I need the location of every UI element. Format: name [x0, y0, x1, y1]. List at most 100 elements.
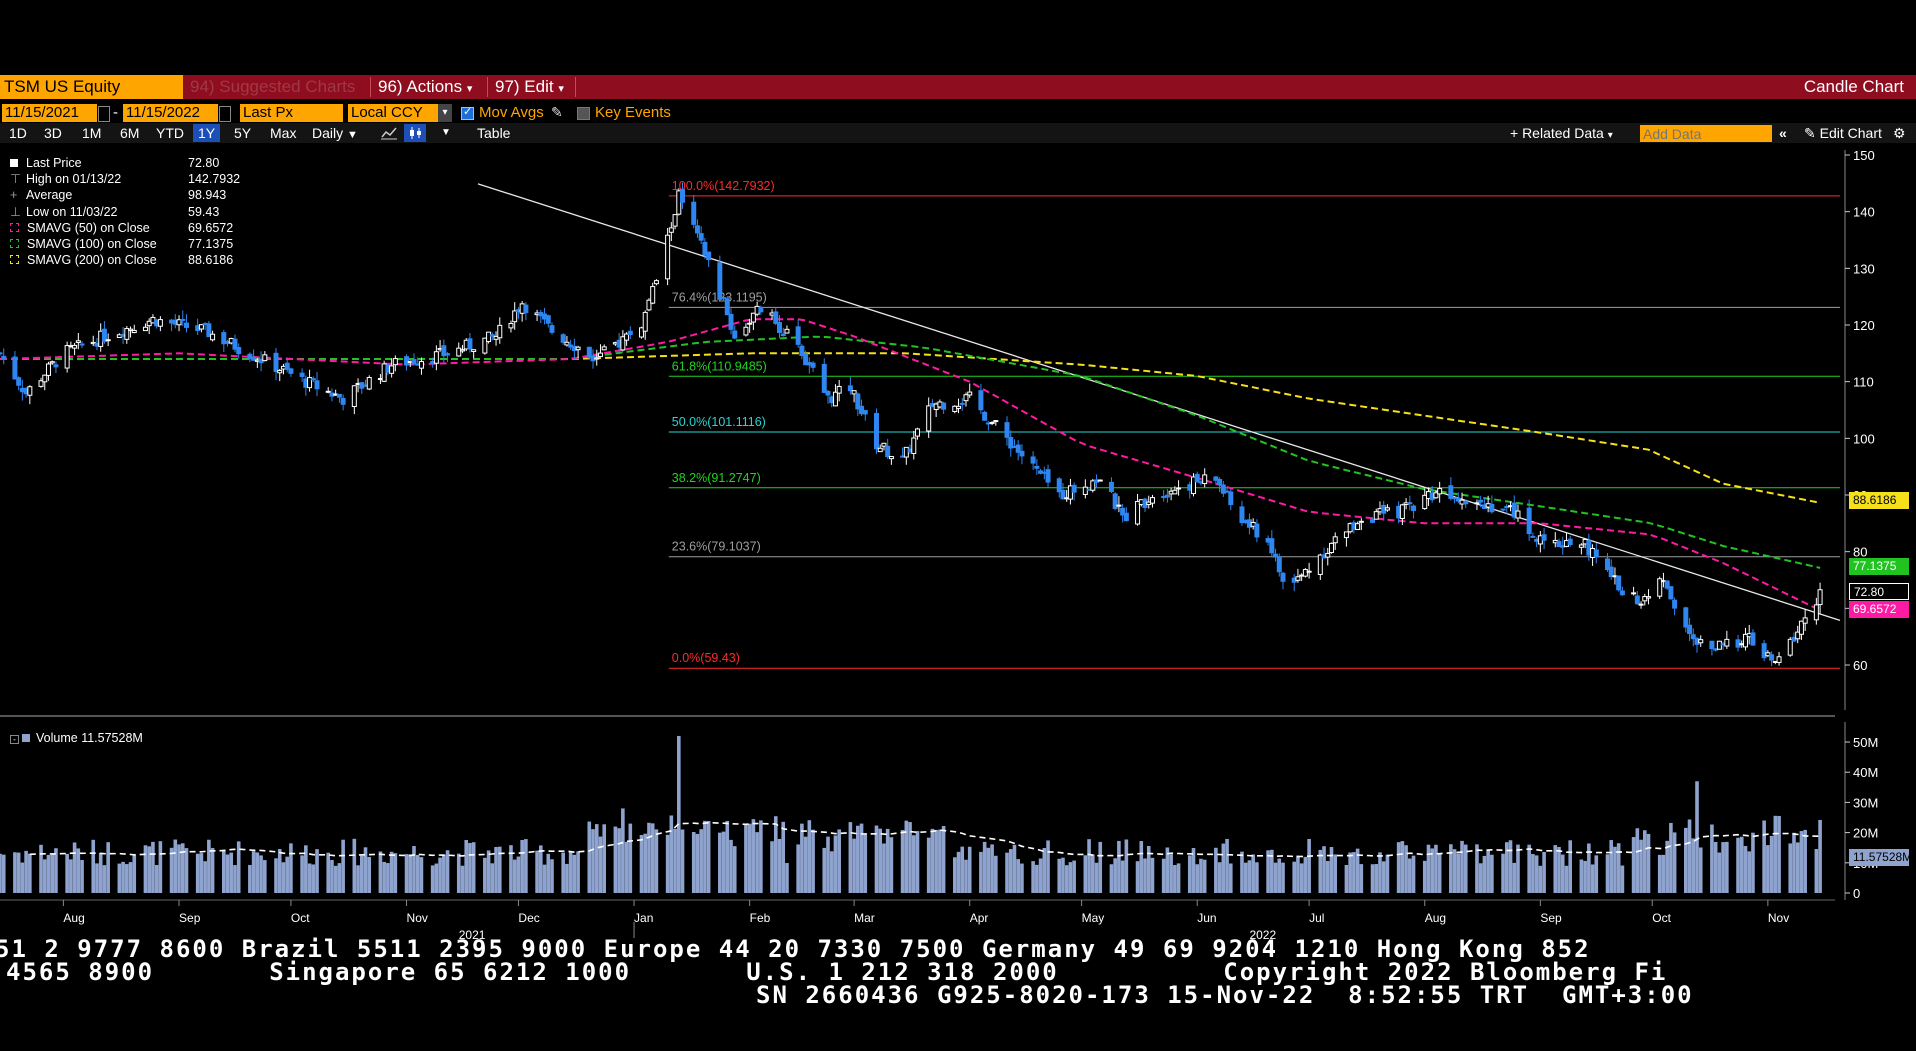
volume-bar	[572, 854, 577, 893]
period-ytd-button[interactable]: YTD	[156, 125, 184, 141]
volume-bar	[274, 858, 278, 893]
gear-icon[interactable]: ⚙	[1893, 125, 1906, 141]
mov-avgs-checkbox[interactable]: ✓	[461, 106, 474, 120]
candle-body-up	[1116, 504, 1122, 507]
volume-legend-value: 11.57528M	[81, 731, 143, 745]
volume-bar	[770, 841, 774, 893]
candle-body-up	[1306, 570, 1312, 573]
candle-body-up	[1515, 510, 1521, 519]
candle-body-down	[1008, 437, 1014, 449]
volume-bar	[1799, 831, 1804, 893]
candle-body-down	[180, 318, 186, 321]
volume-bar	[1504, 842, 1509, 893]
period-max-button[interactable]: Max	[270, 125, 297, 141]
candle-body-up	[366, 377, 372, 390]
legend-value: 77.1375	[188, 236, 234, 251]
candle-chart-icon[interactable]	[404, 124, 426, 142]
candle-body-up	[157, 319, 163, 327]
related-data-button[interactable]: + Related Data ▾	[1510, 123, 1613, 146]
edit-chart-button[interactable]: ✎ Edit Chart	[1804, 123, 1882, 143]
candle-body-up	[601, 346, 607, 351]
candle-body-up	[1176, 487, 1182, 490]
volume-bar	[852, 838, 856, 893]
volume-bar	[952, 857, 957, 893]
security-input[interactable]: TSM US Equity	[0, 75, 183, 99]
period-3d-button[interactable]: 3D	[44, 125, 62, 141]
toolbar-divider	[370, 77, 371, 97]
candle-body-down	[1112, 493, 1118, 510]
collapse-icon[interactable]: -	[10, 735, 19, 744]
actions-menu-button[interactable]: 96) Actions ▾	[378, 75, 472, 99]
volume-bar	[1818, 819, 1822, 893]
volume-bar	[180, 843, 185, 893]
candle-body-down	[232, 338, 238, 350]
volume-bar	[445, 850, 450, 893]
candle-body-up	[668, 227, 674, 233]
end-date-field[interactable]: 11/15/2022	[123, 104, 218, 122]
line-chart-icon[interactable]	[380, 125, 398, 146]
key-events-label[interactable]: Key Events	[595, 104, 671, 121]
pencil-icon[interactable]: ✎	[551, 104, 563, 120]
mov-avgs-label[interactable]: Mov Avgs	[479, 104, 544, 121]
period-1m-button[interactable]: 1M	[82, 125, 102, 141]
volume-bar	[378, 851, 383, 893]
candle-body-down	[336, 393, 342, 398]
currency-select[interactable]: Local CCY	[348, 104, 438, 122]
volume-bar	[1146, 845, 1151, 893]
candle-body-down	[627, 330, 633, 335]
year-label: 2022	[1249, 928, 1276, 942]
volume-bar	[65, 853, 69, 893]
candle-body-up	[836, 385, 842, 394]
add-data-input[interactable]	[1640, 125, 1772, 142]
volume-bar	[386, 863, 390, 893]
volume-bar	[803, 836, 808, 893]
price-field-select[interactable]: Last Px	[240, 104, 343, 122]
candle-body-down	[1123, 512, 1129, 522]
fibonacci-label: 100.0%(142.7932)	[672, 179, 775, 193]
volume-bar	[147, 846, 151, 893]
calendar-icon[interactable]	[219, 106, 231, 122]
candle-body-down	[236, 347, 242, 355]
volume-bar	[986, 847, 991, 893]
volume-bar	[826, 836, 830, 893]
period-6m-button[interactable]: 6M	[120, 125, 140, 141]
candle-body-down	[694, 225, 700, 234]
calendar-icon[interactable]	[98, 106, 110, 122]
frequency-select[interactable]: Daily ▼	[307, 124, 363, 142]
candle-body-down	[586, 346, 592, 359]
suggested-charts-button[interactable]: 94) Suggested Charts	[190, 77, 356, 96]
volume-bar	[442, 854, 446, 893]
volume-bar	[1452, 849, 1457, 893]
volume-bar	[1579, 859, 1584, 893]
volume-bar	[1005, 852, 1009, 893]
candle-body-up	[564, 341, 570, 346]
period-1y-button[interactable]: 1Y	[193, 124, 221, 142]
volume-legend-label: Volume	[36, 731, 78, 745]
volume-bar	[967, 846, 972, 893]
key-events-checkbox[interactable]	[577, 107, 590, 120]
volume-bar	[1296, 855, 1300, 893]
candle-body-up	[508, 323, 514, 329]
candle-body-up	[64, 345, 70, 369]
candle-body-down	[1411, 505, 1417, 512]
chevron-down-icon[interactable]: ▼	[441, 127, 451, 138]
start-date-field[interactable]: 11/15/2021	[2, 104, 97, 122]
period-5y-button[interactable]: 5Y	[234, 125, 252, 141]
table-button[interactable]: Table	[477, 125, 511, 141]
volume-tick-label: 20M	[1853, 826, 1878, 841]
frequency-label: Daily	[312, 125, 344, 141]
edit-menu-button[interactable]: 97) Edit ▾	[495, 75, 564, 99]
candle-body-down	[1541, 534, 1547, 541]
collapse-icon[interactable]: «	[1779, 125, 1787, 141]
volume-bar	[1411, 855, 1416, 893]
fibonacci-label: 61.8%(110.9485)	[672, 359, 767, 373]
volume-bar	[1400, 841, 1405, 893]
volume-bar	[721, 831, 726, 893]
chevron-down-icon[interactable]: ▾	[438, 104, 452, 122]
fibonacci-label: 0.0%(59.43)	[672, 651, 740, 665]
volume-bar	[1169, 854, 1173, 893]
period-1d-button[interactable]: 1D	[9, 125, 27, 141]
volume-bar	[419, 857, 424, 893]
volume-bar	[341, 839, 345, 893]
